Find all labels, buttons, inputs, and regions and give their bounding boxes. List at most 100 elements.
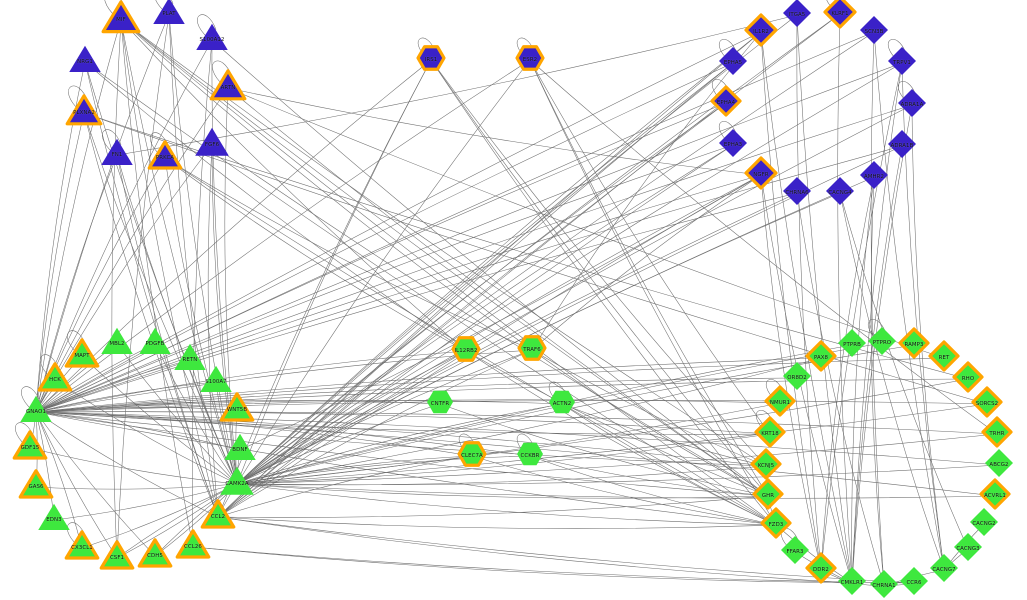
node-epha5[interactable]: EPHA5 [716, 44, 750, 82]
node-ngfr[interactable]: NGFR [743, 155, 779, 195]
node-cx3cl1[interactable]: CX3CL1 [64, 528, 100, 568]
triangle-node-shape [175, 529, 211, 559]
self-loop-edge [897, 81, 917, 104]
edge [236, 357, 822, 485]
edge [35, 19, 122, 413]
node-cntfr[interactable]: CNTFR [424, 386, 456, 422]
node-ramp3[interactable]: RAMP3 [897, 326, 931, 364]
node-cmklr1[interactable]: CMKLR1 [835, 564, 869, 600]
node-wnt5b[interactable]: WNT5B [219, 390, 255, 430]
edge [35, 104, 913, 413]
edge [217, 455, 473, 518]
node-gdf15[interactable]: GDF15 [12, 428, 48, 468]
edge [211, 39, 769, 497]
node-plxna2[interactable]: PLXNA2 [65, 92, 103, 134]
node-itga5[interactable]: ITGA5 [780, 0, 814, 34]
self-loop-edge [21, 386, 41, 411]
edge [236, 378, 969, 485]
node-trpv1[interactable]: TRPV1 [885, 44, 919, 82]
node-actn2[interactable]: ACTN2 [546, 386, 578, 422]
edge [531, 31, 762, 351]
edge [154, 343, 238, 485]
node-ptpro[interactable]: PTPRO [865, 324, 899, 362]
edge [217, 144, 734, 518]
edge [796, 192, 885, 587]
diamond-node-shape [898, 89, 926, 117]
node-fgf6[interactable]: FGF6 [193, 124, 231, 166]
node-cacng4[interactable]: CACNG4 [823, 174, 857, 212]
edge [35, 62, 734, 413]
node-il12rb2[interactable]: IL12RB2 [450, 333, 482, 369]
edge [211, 144, 769, 497]
triangle-node-shape [139, 327, 171, 354]
node-mif[interactable]: MIF [101, 0, 141, 42]
node-nrg1[interactable]: NRG1 [67, 42, 103, 82]
node-mbl2[interactable]: MBL2 [99, 324, 135, 364]
node-chrna1[interactable]: CHRNA1 [867, 567, 901, 600]
triangle-node-shape [37, 362, 73, 392]
edge [54, 379, 238, 485]
self-loop-edge [867, 319, 887, 342]
node-s100a12[interactable]: S100A12 [194, 20, 230, 60]
node-klrf1[interactable]: KLRF1 [822, 0, 858, 34]
node-csf1[interactable]: CSF1 [99, 538, 135, 578]
node-ddr2[interactable]: DDR2 [804, 551, 838, 589]
node-plat[interactable]: PLAT [151, 0, 187, 34]
edge [81, 355, 238, 485]
edge [35, 378, 969, 413]
triangle-node-shape [38, 503, 70, 530]
node-fn1[interactable]: FN1 [99, 135, 135, 175]
node-ccl26[interactable]: CCL26 [175, 527, 211, 567]
node-pdgfb[interactable]: PDGFB [137, 324, 173, 364]
node-cckbr[interactable]: CCKBR [514, 438, 546, 474]
edge [35, 145, 903, 413]
edge [120, 19, 219, 518]
edge [35, 411, 241, 451]
node-ptprb[interactable]: PTPRB [835, 326, 869, 364]
node-epha4[interactable]: EPHA4 [709, 84, 743, 122]
diamond-node-shape [752, 478, 784, 510]
edge [35, 399, 781, 413]
diamond-node-shape [928, 340, 960, 372]
diamond-node-shape [898, 327, 930, 359]
node-ccr6[interactable]: CCR6 [897, 564, 931, 600]
node-amhr2[interactable]: AMHR2 [857, 158, 891, 196]
edge [29, 447, 238, 485]
triangle-node-shape [69, 45, 101, 72]
edge [760, 174, 822, 571]
edge [189, 359, 238, 485]
diamond-node-shape [954, 533, 982, 561]
triangle-node-shape [200, 499, 236, 529]
triangle-node-shape [220, 466, 254, 495]
edge [35, 411, 156, 557]
node-irs1[interactable]: IRS1 [415, 42, 447, 78]
edge [236, 102, 727, 485]
node-gnao1[interactable]: GNAO1 [18, 392, 54, 432]
node-traf6[interactable]: TRAF6 [516, 332, 548, 368]
node-cacng7[interactable]: CACNG7 [927, 551, 961, 589]
edge [35, 411, 219, 518]
edge [35, 39, 213, 413]
edge [529, 455, 769, 497]
edge [35, 400, 988, 413]
node-clec7a[interactable]: CLEC7A [456, 438, 488, 474]
triangle-node-shape [224, 433, 256, 460]
triangle-node-shape [99, 540, 135, 570]
edge [236, 433, 771, 485]
triangle-node-shape [12, 430, 48, 460]
edge [217, 516, 777, 529]
node-prkca[interactable]: PRKCA [147, 138, 183, 178]
triangle-node-shape [153, 0, 185, 24]
node-chrna6[interactable]: CHRNA6 [780, 174, 814, 212]
node-esr2[interactable]: ESR2 [514, 42, 546, 78]
edge [192, 546, 853, 584]
node-artn[interactable]: ARTN [209, 67, 247, 109]
node-cdh5[interactable]: CDH5 [137, 536, 173, 576]
edge [839, 192, 945, 571]
node-adra1a[interactable]: ADRA1A [895, 86, 929, 124]
triangle-node-shape [195, 127, 229, 156]
edge [236, 483, 996, 499]
edge [236, 62, 903, 485]
diamond-node-shape [764, 385, 796, 417]
